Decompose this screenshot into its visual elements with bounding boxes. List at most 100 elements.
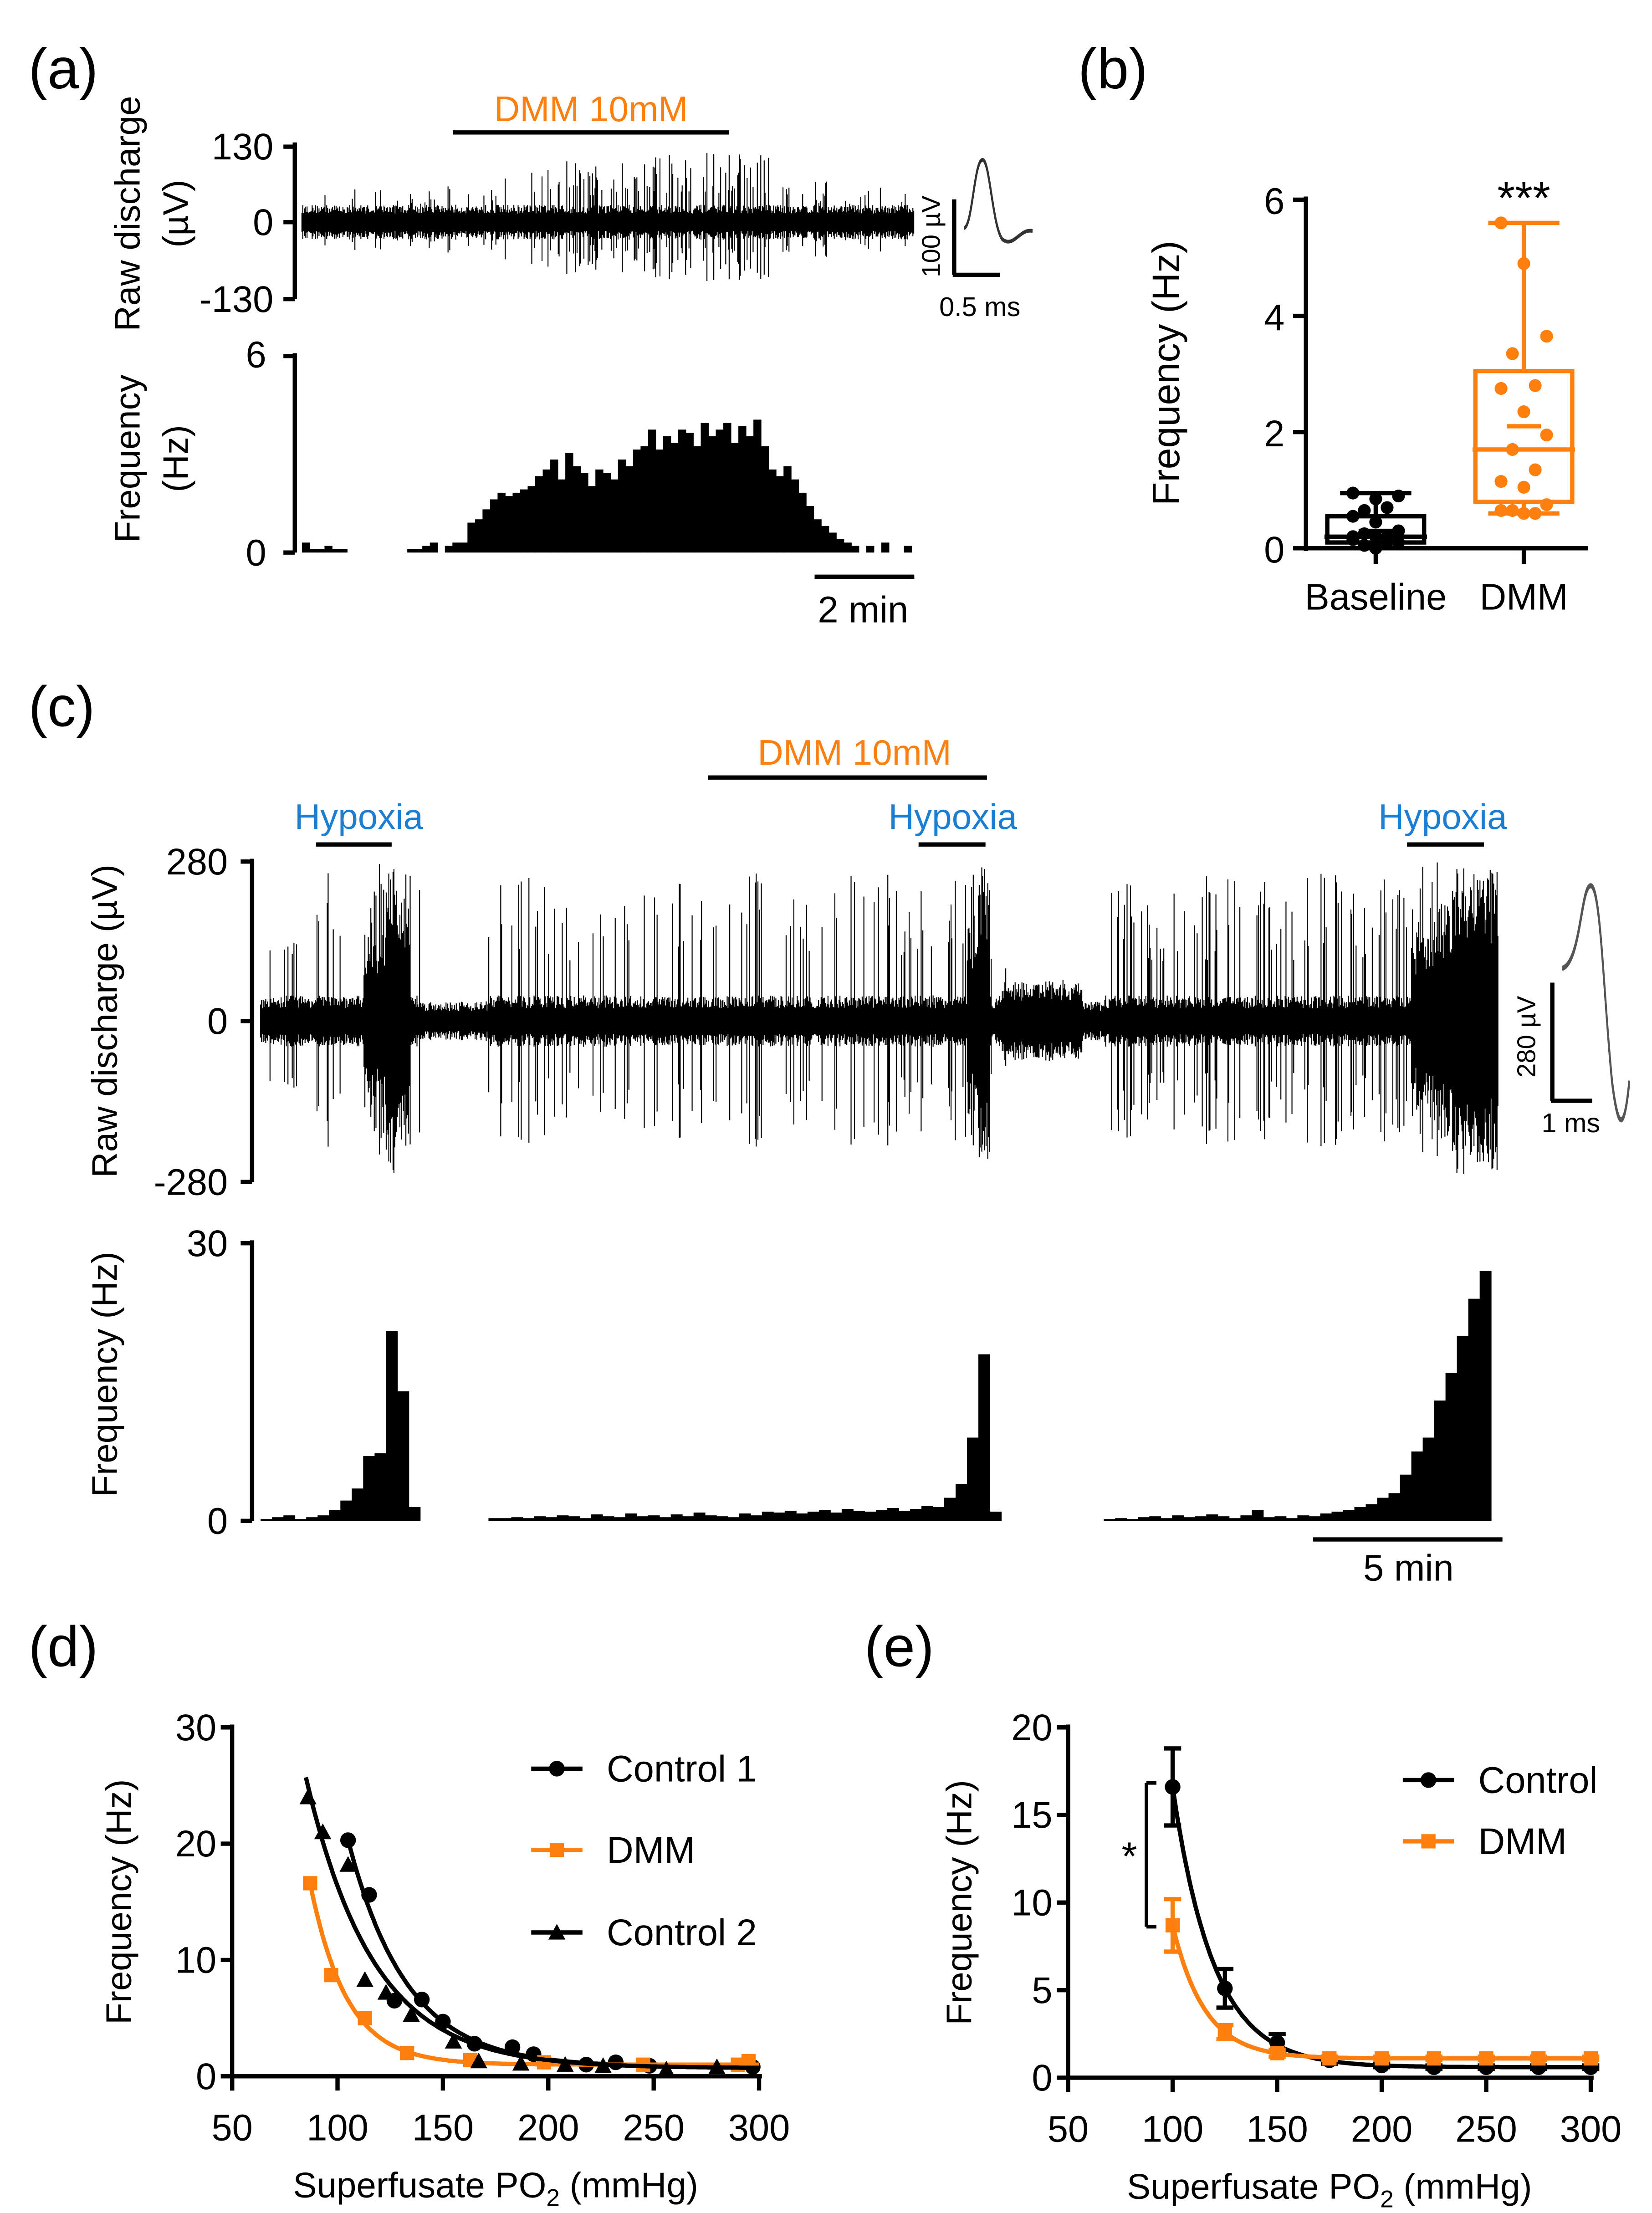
histogram-bar [488,1518,501,1521]
histogram-bar [1434,1400,1446,1521]
histogram-bar [739,1513,751,1521]
histogram-bar [910,1508,922,1521]
histogram-bar [670,443,679,553]
data-point [1392,524,1405,537]
series-control-2 [299,1777,759,2077]
histogram-bar [397,1391,409,1521]
histogram-bar [829,532,837,553]
legend-item: Control 1 [531,1748,757,1790]
y-tick-label: 10 [175,1940,216,1981]
triangle-marker [594,2057,612,2073]
histogram-bar [500,1518,512,1521]
circle-marker [1217,1980,1233,1996]
histogram-bar [990,1512,1002,1521]
spike-waveform [1562,885,1630,1121]
panel-label-d: (d) [29,1615,98,1678]
y-tick-label: 0 [245,532,266,573]
spike-waveform [1562,886,1630,1122]
x-axis-label-subscript: 2 [1380,2186,1394,2213]
triangle-marker [512,2055,530,2071]
legend-label: Control [1478,1760,1598,1801]
box-baseline: Baseline [1305,486,1447,618]
square-marker [324,1968,338,1983]
histogram-bar [573,466,581,553]
panel-label-a: (a) [29,37,98,101]
histogram-bar [933,1507,945,1521]
hypoxia-label: Hypoxia [1378,797,1507,837]
histogram-bar [482,509,491,553]
histogram-bar [565,453,573,553]
histogram-bar [512,492,521,553]
a-hist-y-label: Frequency [107,374,147,542]
square-marker [1421,1834,1436,1849]
x-tick-label: 50 [211,2107,252,2149]
significance-bracket: * [1121,1781,1156,1929]
histogram-bar [853,1511,865,1521]
y-tick-label: 5 [1032,1970,1052,2011]
y-tick-label: 280 [166,841,228,883]
square-marker [1427,2051,1441,2066]
histogram-bar [1195,1516,1207,1521]
square-marker [1165,1918,1180,1932]
data-point [1506,443,1519,456]
triangle-marker [377,1984,395,2000]
histogram-bar [904,546,912,553]
histogram-bar [1343,1509,1355,1521]
histogram-bar [430,542,438,553]
histogram-bar [618,459,626,553]
spike-waveform [1562,883,1630,1119]
histogram-bar [1331,1512,1344,1521]
data-point [1529,463,1542,476]
x-tick-label: 250 [1455,2109,1517,2150]
y-tick-label: 20 [1011,1707,1052,1748]
histogram-bar [659,1517,671,1521]
triangle-marker [548,1924,566,1940]
histogram-bar [475,519,483,553]
histogram-bar [579,1518,592,1521]
amp-scale-label: 100 µV [917,195,946,277]
x-tick-label: 200 [1351,2109,1413,2150]
c-spike-inset: 280 µV 1 ms [1512,883,1630,1138]
data-point [1529,379,1542,392]
histogram-bar [1366,1504,1378,1521]
spike-waveform [1562,886,1630,1123]
histogram-bar [261,1519,273,1521]
y-tick-label: 0 [1032,2057,1052,2099]
histogram-bar [1138,1517,1150,1521]
histogram-bar [813,519,822,553]
fit-curve [308,1882,759,2067]
histogram-bar [807,1512,819,1521]
x-tick-label: 100 [1142,2109,1204,2150]
data-point [1369,516,1382,529]
data-point [1369,530,1382,543]
data-point [1506,347,1519,360]
y-tick-label: 20 [175,1823,216,1865]
histogram-bar [670,1514,683,1521]
histogram-bar [1252,1509,1264,1521]
x-tick-label: 250 [623,2107,685,2149]
histogram-bar [522,1518,535,1521]
histogram-bar [527,486,536,553]
legend-item: DMM [531,1830,695,1871]
data-point [1392,489,1405,503]
data-point [1494,504,1508,517]
legend-label: DMM [607,1830,695,1871]
histogram-bar [1388,1493,1401,1521]
histogram-bar [306,1517,318,1521]
histogram-bar [490,499,498,553]
x-tick-label: 50 [1048,2109,1089,2150]
x-tick-label: 150 [1246,2109,1308,2150]
data-point [1346,530,1360,543]
triangle-marker [314,1823,332,1840]
data-point [1358,527,1371,541]
a-histogram [302,419,912,553]
a-raw-y-label-unit: (µV) [156,179,196,247]
histogram-bar [864,1512,876,1521]
x-axis-label: Superfusate PO2 (mmHg) [293,2165,698,2212]
a-spike-inset: 100 µV 0.5 ms [917,158,1033,322]
histogram-bar [978,1354,991,1521]
histogram-bar [324,546,332,553]
histogram-bar [414,549,423,553]
histogram-bar [723,423,731,553]
histogram-bar [1479,1271,1492,1521]
